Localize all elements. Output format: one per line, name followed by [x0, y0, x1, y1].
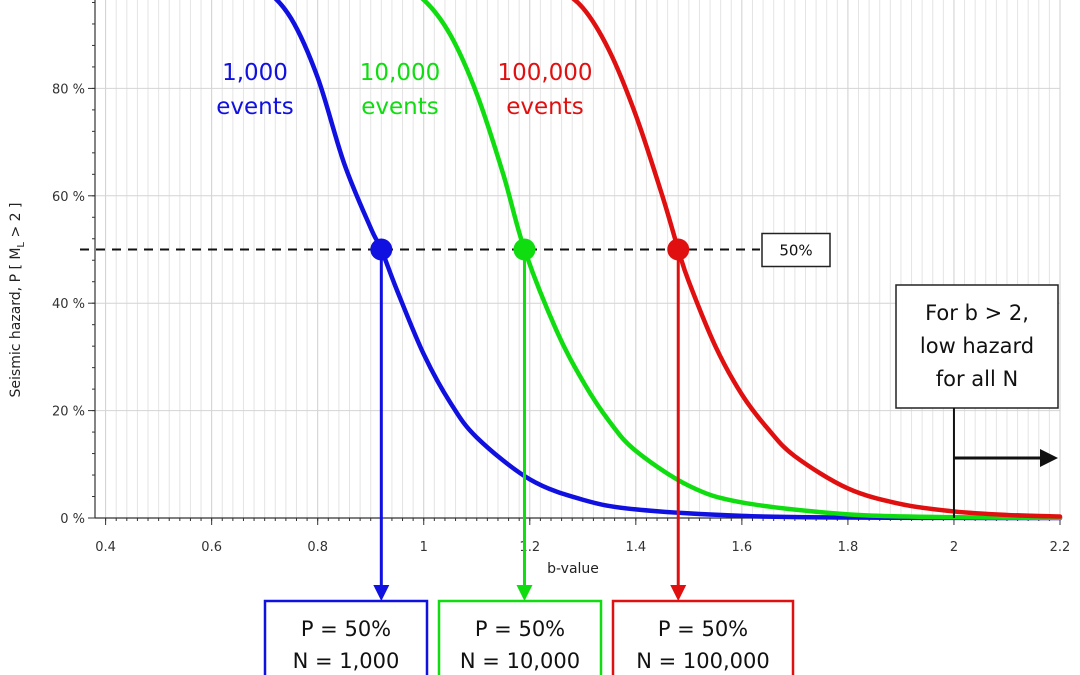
x-tick-label: 1.6 — [732, 540, 753, 555]
x-tick-label: 1.2 — [519, 540, 540, 555]
series-labels: 1,000 events 10,000 events 100,000 events — [216, 60, 592, 120]
series-label-count-100000: 100,000 — [497, 60, 592, 86]
drop-arrows — [373, 249, 687, 601]
series-label-events-100000: events — [506, 94, 584, 120]
x-tick-label: 2 — [950, 540, 958, 555]
note-box — [895, 284, 1059, 409]
drop-arrow-head-10000 — [516, 585, 533, 601]
note-line: low hazard — [920, 334, 1034, 358]
note-line: for all N — [936, 367, 1018, 391]
series-line-10000 — [420, 0, 1063, 521]
series-line-100000 — [571, 0, 1063, 519]
note-group: For b > 2, low hazard for all N — [895, 284, 1059, 518]
x-tick-label: 1.4 — [625, 540, 646, 555]
threshold-label-box — [761, 232, 831, 268]
y-tick-label: 40 % — [52, 297, 85, 312]
result-boxes: P = 50% N = 1,000 P = 50% N = 10,000 P = 50%… — [263, 599, 795, 675]
drop-arrow-head-1000 — [373, 585, 390, 601]
x-tick-label: 0.8 — [307, 540, 328, 555]
x-tick-label: 1 — [420, 540, 428, 555]
x-tick-label: 1.8 — [838, 540, 859, 555]
result-box-n-1000: N = 1,000 — [293, 649, 400, 673]
result-box-n-100000: N = 100,000 — [636, 649, 770, 673]
result-box-100000 — [611, 599, 795, 675]
result-box-10000 — [437, 599, 603, 675]
crossing-point-10000 — [513, 238, 536, 261]
y-tick-label: 60 % — [52, 190, 85, 205]
note-line: For b > 2, — [925, 301, 1029, 325]
result-box-1000 — [263, 599, 429, 675]
series-label-events-1000: events — [216, 94, 294, 120]
threshold-line-group: 50% — [80, 232, 831, 268]
grid — [95, 0, 1061, 519]
x-axis-label: b-value — [547, 561, 599, 577]
points — [370, 238, 690, 261]
result-box-p-1000: P = 50% — [301, 617, 391, 641]
series-label-count-10000: 10,000 — [360, 60, 440, 86]
series-label-count-1000: 1,000 — [222, 60, 288, 86]
result-box-n-10000: N = 10,000 — [460, 649, 580, 673]
drop-arrow-head-100000 — [670, 585, 687, 601]
x-tick-label: 2.2 — [1050, 540, 1071, 555]
x-tick-label: 0.4 — [95, 540, 116, 555]
y-axis-label: Seismic hazard, P [ ML > 2 ] — [8, 203, 27, 398]
crossing-point-100000 — [667, 238, 690, 261]
y-tick-label: 20 % — [52, 405, 85, 420]
y-tick-label: 0 % — [60, 512, 85, 527]
x-tick-label: 0.6 — [201, 540, 222, 555]
note-right-arrow-head — [1040, 449, 1058, 467]
result-box-p-100000: P = 50% — [658, 617, 748, 641]
y-tick-label: 80 % — [52, 82, 85, 97]
series-label-events-10000: events — [361, 94, 439, 120]
threshold-label: 50% — [779, 242, 812, 260]
series-line-1000 — [273, 0, 1063, 521]
crossing-point-1000 — [370, 238, 393, 261]
result-box-p-10000: P = 50% — [475, 617, 565, 641]
curves — [273, 0, 1063, 521]
